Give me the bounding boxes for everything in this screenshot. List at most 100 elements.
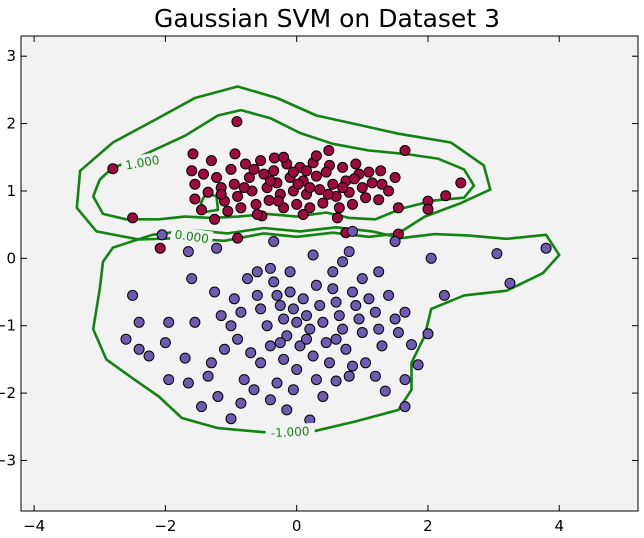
scatter-point-1-105 [343, 246, 355, 258]
scatter-point-1-72 [350, 300, 362, 311]
scatter-point-1-85 [264, 340, 276, 352]
scatter-point-1-8 [540, 242, 552, 254]
scatter-point-1-107 [337, 256, 349, 268]
scatter-point-1-32 [163, 374, 175, 386]
scatter-point-1-66 [327, 283, 339, 295]
scatter-point-0-75 [202, 186, 214, 198]
scatter-point-1-106 [373, 266, 385, 278]
scatter-point-1-88 [307, 350, 319, 362]
scatter-point-1-39 [163, 316, 175, 328]
scatter-point-0-0 [231, 116, 243, 128]
scatter-point-1-61 [304, 323, 316, 335]
x-tick-label: −4 [23, 517, 45, 535]
scatter-point-1-101 [327, 266, 339, 278]
scatter-point-1-46 [242, 273, 253, 285]
scatter-point-0-73 [383, 185, 395, 197]
scatter-point-0-57 [310, 170, 322, 182]
scatter-point-0-7 [399, 145, 411, 156]
scatter-point-1-77 [373, 323, 385, 335]
scatter-point-1-93 [219, 343, 230, 355]
scatter-point-0-90 [198, 168, 209, 180]
scatter-point-0-89 [322, 188, 334, 200]
scatter-point-1-110 [225, 320, 237, 332]
scatter-point-0-91 [348, 173, 360, 185]
scatter-point-0-83 [304, 182, 316, 194]
scatter-point-1-62 [310, 279, 322, 291]
scatter-point-1-40 [189, 316, 201, 328]
scatter-point-0-63 [333, 202, 345, 214]
scatter-point-0-17 [229, 148, 241, 160]
scatter-point-1-50 [268, 276, 280, 288]
scatter-point-1-30 [182, 377, 194, 389]
scatter-point-1-27 [212, 391, 224, 402]
contour-label-0: 1.000 [120, 151, 165, 173]
scatter-point-0-25 [189, 193, 201, 205]
scatter-point-0-12 [392, 202, 404, 214]
scatter-point-1-102 [356, 273, 368, 285]
scatter-point-0-3 [127, 212, 139, 224]
scatter-point-1-80 [389, 313, 401, 325]
scatter-point-0-37 [243, 172, 255, 183]
scatter-point-0-82 [264, 175, 276, 187]
scatter-point-1-69 [337, 323, 349, 335]
scatter-point-0-80 [310, 150, 322, 162]
contour-label-layer: 1.000 0.000 -1.000 [120, 151, 315, 440]
scatter-point-1-86 [278, 353, 290, 365]
scatter-point-1-79 [383, 289, 395, 301]
contour-label-text: 1.000 [124, 153, 160, 173]
scatter-point-0-69 [356, 182, 368, 194]
scatter-point-0-87 [248, 163, 260, 175]
scatter-point-1-104 [307, 249, 319, 261]
scatter-point-1-68 [333, 310, 345, 322]
scatter-point-1-0 [156, 229, 168, 241]
y-tick-label: 0 [6, 249, 16, 267]
scatter-point-0-70 [360, 192, 372, 204]
scatter-point-1-99 [251, 266, 263, 278]
scatter-point-1-109 [301, 333, 312, 345]
scatter-point-1-94 [205, 357, 217, 369]
y-axis: −3 −2 −1 0 1 2 3 [0, 47, 638, 469]
y-tick-label: −2 [0, 384, 16, 402]
contour-label-2: -1.000 [265, 422, 315, 440]
scatter-point-0-9 [440, 190, 452, 202]
scatter-point-1-34 [143, 350, 155, 362]
scatter-point-0-41 [258, 168, 270, 180]
scatter-point-1-37 [127, 289, 139, 301]
scatter-point-1-97 [287, 384, 299, 396]
scatter-point-0-81 [215, 188, 227, 200]
x-axis: −4 −2 0 2 4 [23, 36, 564, 535]
scatter-point-1-2 [211, 242, 223, 254]
y-tick-label: 1 [6, 182, 16, 200]
scatter-point-0-67 [347, 198, 358, 210]
scatter-point-1-23 [264, 394, 276, 406]
scatter-point-1-24 [248, 384, 260, 396]
scatter-point-1-36 [120, 333, 132, 345]
x-tick-label: 2 [423, 517, 433, 535]
scatter-point-0-11 [422, 203, 434, 215]
scatter-point-1-19 [330, 375, 342, 387]
scatter-point-0-5 [232, 232, 244, 244]
scatter-point-1-100 [284, 266, 296, 278]
scatter-point-1-91 [360, 357, 372, 369]
scatter-point-0-92 [301, 165, 312, 177]
scatter-point-1-51 [271, 289, 283, 301]
scatter-point-1-26 [225, 413, 237, 425]
scatter-point-1-17 [379, 385, 391, 397]
contour-line-0-1 [199, 191, 220, 214]
scatter-point-0-24 [189, 178, 201, 190]
scatter-point-0-34 [232, 190, 244, 202]
scatter-point-0-4 [154, 242, 166, 254]
scatter-point-1-47 [251, 289, 263, 301]
y-tick-label: −3 [0, 451, 16, 469]
scatter-point-0-93 [272, 195, 284, 207]
scatter-point-1-4 [347, 225, 358, 237]
y-tick-label: −1 [0, 317, 16, 335]
scatter-point-1-28 [196, 401, 207, 413]
scatter-point-0-51 [291, 198, 303, 210]
contour-line-2-0 [91, 226, 561, 434]
scatter-point-0-55 [304, 202, 316, 214]
y-tick-label: 3 [6, 47, 16, 65]
scatter-point-1-95 [238, 374, 250, 386]
scatter-point-1-83 [245, 347, 257, 359]
